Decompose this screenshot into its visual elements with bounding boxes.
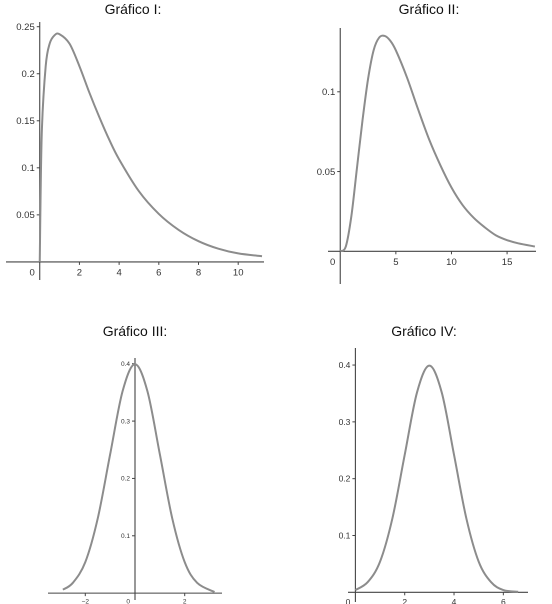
y-tick-label: 0.05	[317, 167, 336, 178]
chart-panel-4: Gráfico IV: 2 4 6 0 0.1 0.2 0.3 0.4	[276, 318, 552, 604]
y-tick-label: 0.25	[16, 22, 35, 33]
x-tick-label: 2	[402, 597, 407, 604]
chart-title: Gráfico I:	[104, 1, 162, 17]
chart-plot: 2 4 6 8 10 0 0.05 0.1 0.15 0.2 0.25	[6, 22, 264, 280]
origin-label: 0	[330, 257, 335, 268]
y-tick-label: 0.2	[22, 69, 35, 80]
x-tick-label: 5	[393, 257, 398, 268]
y-tick-label: 0.1	[22, 163, 35, 174]
chart-title: Gráfico II:	[398, 1, 460, 17]
y-tick-label: 0.15	[16, 116, 35, 127]
x-tick-label: 10	[233, 267, 244, 278]
series-line	[339, 34, 536, 253]
origin-label: 0	[126, 599, 130, 604]
y-tick-label: 0.2	[121, 476, 130, 483]
x-tick-label: 15	[502, 257, 513, 268]
y-tick-label: 0.4	[339, 360, 351, 370]
y-tick-label: 0.3	[121, 418, 130, 425]
chart-plot: 2 4 6 0 0.1 0.2 0.3 0.4	[339, 348, 528, 604]
series-line	[354, 364, 519, 593]
chart-panel-1: Gráfico I: 2 4 6 8 10 0 0.05 0.1 0.15 0.2 0.25	[0, 0, 276, 290]
x-tick-label: 8	[196, 267, 201, 278]
y-tick-label: 0.1	[121, 533, 130, 540]
chart-panel-2: Gráfico II: 5 10 15 0 0.05 0.1	[276, 0, 552, 290]
x-tick-label: −2	[82, 599, 90, 604]
chart-plot: 5 10 15 0 0.05 0.1	[317, 28, 536, 284]
chart-title: Gráfico IV:	[391, 323, 457, 339]
x-tick-label: 4	[116, 267, 121, 278]
x-tick-label: 2	[77, 267, 82, 278]
y-tick-label: 0.1	[339, 530, 351, 540]
x-tick-label: 10	[446, 257, 457, 268]
y-tick-label: 0.05	[16, 210, 35, 221]
chart-title: Gráfico III:	[102, 323, 168, 339]
chart-plot: −2 2 0 0.1 0.2 0.3 0.4	[48, 358, 222, 604]
origin-label: 0	[346, 597, 351, 604]
y-tick-label: 0.3	[339, 417, 351, 427]
origin-label: 0	[29, 267, 34, 278]
y-tick-label: 0.4	[121, 361, 130, 368]
y-tick-label: 0.2	[339, 474, 351, 484]
x-tick-label: 4	[452, 597, 457, 604]
series-line	[62, 363, 216, 593]
series-line	[38, 32, 263, 262]
x-tick-label: 6	[501, 597, 506, 604]
x-tick-label: 6	[156, 267, 161, 278]
y-tick-label: 0.1	[322, 87, 335, 98]
x-tick-label: 2	[183, 599, 187, 604]
chart-panel-3: Gráfico III: −2 2 0 0.1 0.2 0.3 0.4	[0, 318, 276, 604]
